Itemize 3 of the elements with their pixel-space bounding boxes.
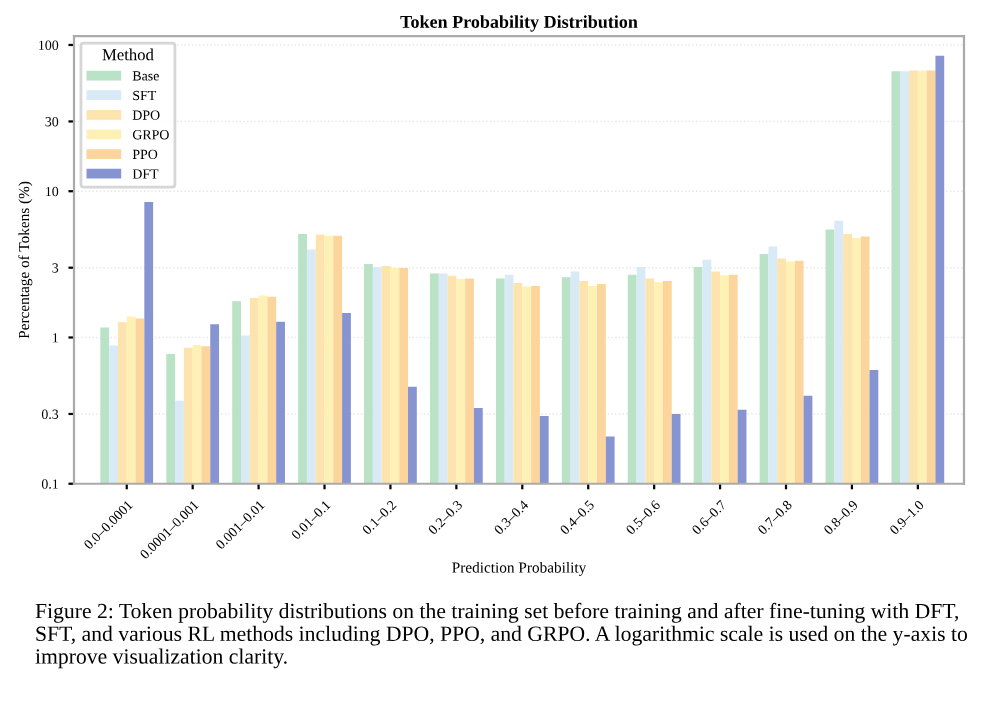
chart-title: Token Probability Distribution — [400, 15, 638, 32]
legend-title: Method — [102, 48, 154, 61]
caption: Figure 2: Token probability distributions on the training set before training and after fine-tuning with DFT, SFT, and various RL methods including DPO, PPO, and GRPO. A logarithmic scale is used on the y-axis to improve visualization clarity. — [35, 602, 967, 669]
